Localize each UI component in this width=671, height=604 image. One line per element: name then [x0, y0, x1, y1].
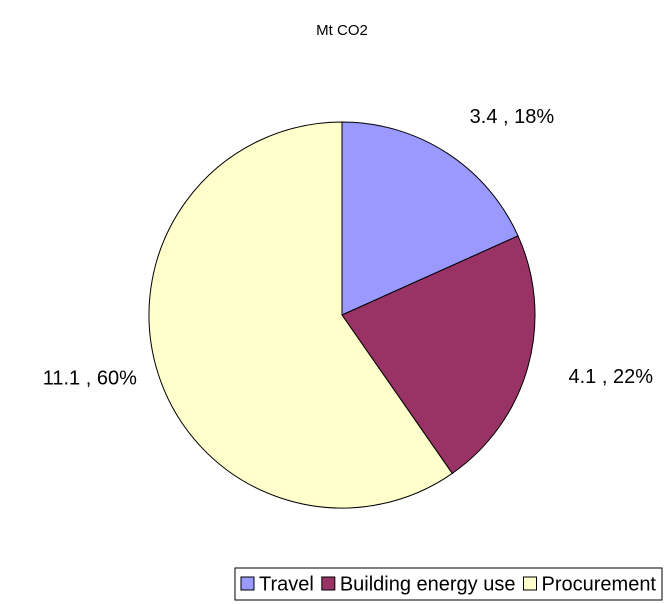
pie: 3.4 , 18% 4.1 , 22% 11.1 , 60%	[43, 106, 653, 509]
pie-slice	[341, 235, 536, 475]
pie-slice	[341, 121, 519, 316]
pie-slice	[148, 121, 453, 509]
legend: Travel Building energy use Procurement	[234, 567, 663, 601]
data-label: 4.1 , 22%	[568, 366, 653, 388]
legend-box	[234, 567, 663, 601]
chart-title: Mt CO2	[316, 22, 368, 39]
legend-label: Travel	[259, 573, 314, 595]
legend-swatch	[240, 576, 255, 591]
legend-label: Building energy use	[340, 573, 516, 595]
data-label: 3.4 , 18%	[470, 106, 555, 128]
legend-swatch	[321, 576, 336, 591]
data-label: 11.1 , 60%	[43, 368, 137, 390]
legend-swatch	[523, 576, 537, 591]
legend-label: Procurement	[542, 573, 657, 595]
